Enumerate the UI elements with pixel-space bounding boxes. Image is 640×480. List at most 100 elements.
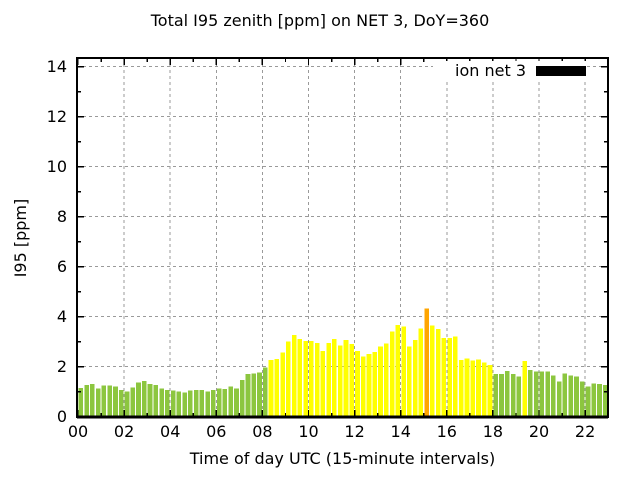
bar-16:30 [458, 359, 464, 417]
bar-20:30 [551, 375, 556, 417]
bar-19:30 [528, 369, 533, 417]
bar-07:00 [239, 379, 245, 417]
bar-04:30 [182, 392, 187, 417]
bar-05:15 [199, 389, 205, 417]
legend: ion net 3 [433, 61, 586, 80]
bar-03:45 [165, 389, 170, 417]
bar-18:00 [493, 374, 499, 417]
x-tick-label: 12 [344, 422, 364, 441]
bar-06:30 [228, 386, 234, 417]
legend-swatch [536, 65, 586, 76]
bar-15:15 [430, 325, 435, 417]
bar-02:45 [141, 380, 147, 417]
bar-18:15 [499, 374, 504, 417]
bar-04:15 [176, 391, 182, 417]
bar-20:15 [545, 371, 550, 417]
bar-11:00 [332, 338, 337, 417]
bar-07:45 [257, 372, 262, 417]
bar-22:00 [585, 386, 591, 417]
plot-border [76, 57, 609, 418]
bar-06:15 [222, 389, 228, 417]
bar-05:00 [193, 389, 199, 417]
bar-12:45 [372, 352, 378, 417]
bar-08:15 [268, 359, 274, 417]
bar-04:00 [170, 390, 176, 417]
bar-10:00 [309, 340, 314, 417]
bar-03:15 [153, 384, 159, 417]
bar-09:45 [303, 340, 308, 417]
bar-09:00 [286, 341, 291, 417]
x-tick-label: 08 [252, 422, 272, 441]
bar-08:00 [262, 367, 268, 417]
bar-12:30 [366, 354, 372, 417]
bar-19:15 [522, 360, 527, 417]
bar-15:45 [441, 338, 447, 417]
bar-17:15 [476, 359, 481, 417]
bar-19:45 [533, 371, 539, 417]
bar-10:30 [320, 350, 326, 417]
bar-17:30 [481, 362, 487, 417]
bar-14:45 [418, 328, 424, 417]
bar-04:45 [188, 390, 193, 417]
bar-01:00 [101, 385, 107, 417]
x-tick-label: 22 [575, 422, 595, 441]
y-tick-label: 12 [47, 107, 67, 126]
bar-01:45 [118, 389, 124, 417]
x-tick-label: 14 [391, 422, 411, 441]
bar-15:00 [424, 308, 429, 417]
bar-15:30 [435, 329, 441, 417]
bar-00:00 [78, 387, 84, 417]
bar-22:45 [602, 384, 608, 417]
bar-11:15 [337, 345, 343, 417]
bar-02:15 [130, 387, 136, 417]
x-tick-label: 20 [529, 422, 549, 441]
bar-16:00 [447, 338, 452, 417]
bar-20:45 [556, 381, 562, 417]
bar-10:15 [314, 343, 320, 417]
bar-12:15 [360, 356, 366, 417]
bar-09:15 [291, 334, 297, 417]
bar-00:45 [95, 388, 101, 417]
bar-20:00 [539, 371, 545, 417]
x-tick-label: 02 [114, 422, 134, 441]
bar-13:45 [395, 324, 401, 417]
bar-02:00 [124, 391, 130, 417]
bar-22:30 [597, 384, 602, 417]
bar-03:30 [159, 388, 164, 417]
bar-09:30 [297, 338, 303, 417]
bar-05:30 [205, 391, 210, 417]
x-tick-label: 06 [206, 422, 226, 441]
bar-07:30 [251, 373, 257, 417]
x-axis-title: Time of day UTC (15-minute intervals) [189, 449, 496, 468]
bar-21:45 [579, 381, 585, 417]
bar-14:30 [412, 339, 418, 417]
bar-16:45 [464, 358, 470, 417]
bar-01:30 [113, 386, 118, 417]
legend-label: ion net 3 [455, 61, 526, 80]
bar-08:45 [280, 352, 285, 417]
bar-05:45 [211, 389, 216, 417]
y-tick-label: 10 [47, 157, 67, 176]
bar-11:45 [349, 344, 355, 417]
bar-02:30 [136, 382, 141, 417]
x-tick-label: 00 [68, 422, 88, 441]
bar-21:00 [562, 373, 568, 417]
bar-07:15 [245, 374, 251, 417]
bar-12:00 [355, 350, 360, 417]
y-tick-label: 0 [57, 407, 67, 426]
bar-00:15 [84, 384, 89, 417]
y-tick-label: 4 [57, 307, 67, 326]
bar-06:00 [216, 388, 222, 417]
bar-13:00 [378, 346, 383, 417]
x-tick-label: 16 [437, 422, 457, 441]
bar-17:00 [470, 360, 476, 417]
bar-06:45 [234, 388, 239, 417]
bar-03:00 [147, 384, 153, 417]
bar-11:30 [343, 339, 349, 417]
bar-14:15 [407, 346, 412, 417]
y-tick-label: 6 [57, 257, 67, 276]
x-tick-label: 10 [298, 422, 318, 441]
bar-13:30 [389, 331, 395, 417]
bar-21:30 [574, 376, 579, 417]
